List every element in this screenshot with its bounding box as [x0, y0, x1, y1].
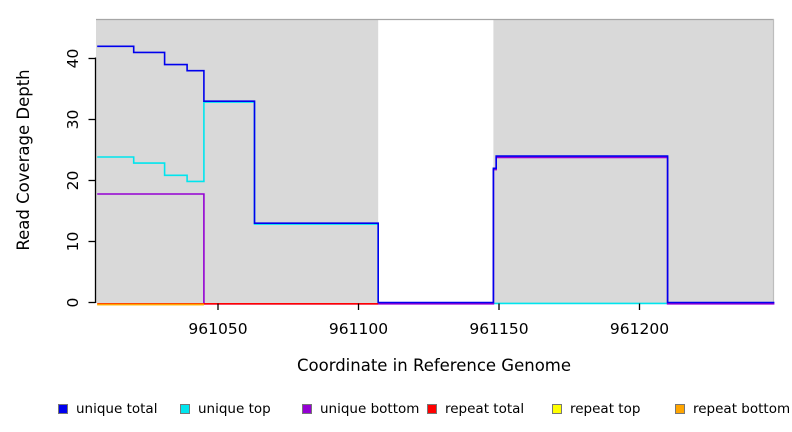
legend-label: unique top — [198, 401, 271, 417]
legend-item-repeat-total: repeat total — [427, 398, 524, 420]
x-tick-label: 961200 — [610, 320, 669, 338]
series-line-unique-total — [97, 45, 775, 304]
legend-swatch-repeat-total — [427, 404, 437, 414]
legend: unique total unique top unique bottom repea… — [0, 398, 792, 424]
y-tick-label: 30 — [64, 110, 82, 130]
y-tick-label: 40 — [64, 49, 82, 69]
x-tick-label: 961150 — [469, 320, 528, 338]
legend-swatch-unique-top — [180, 404, 190, 414]
legend-label: unique total — [76, 401, 158, 417]
x-tick-label: 961050 — [188, 320, 247, 338]
legend-item-unique-total: unique total — [58, 398, 157, 420]
legend-swatch-unique-bottom — [302, 404, 312, 414]
y-tick-label: 0 — [64, 298, 82, 308]
legend-swatch-repeat-top — [552, 404, 562, 414]
y-axis-title: Read Coverage Depth — [14, 69, 33, 250]
legend-swatch-unique-total — [58, 404, 68, 414]
legend-item-repeat-top: repeat top — [552, 398, 640, 420]
legend-label: repeat total — [445, 401, 525, 417]
uncovered-region — [378, 19, 494, 303]
x-tick-label: 961100 — [329, 320, 388, 338]
x-axis-title: Coordinate in Reference Genome — [297, 356, 571, 375]
legend-label: unique bottom — [320, 401, 420, 417]
series-line-unique-top — [97, 101, 668, 305]
legend-item-unique-bottom: unique bottom — [302, 398, 419, 420]
legend-swatch-repeat-bottom — [675, 404, 685, 414]
y-tick-label: 10 — [64, 232, 82, 252]
legend-item-unique-top: unique top — [180, 398, 271, 420]
legend-item-repeat-bottom: repeat bottom — [675, 398, 790, 420]
legend-label: repeat bottom — [693, 401, 791, 417]
y-tick-label: 20 — [64, 171, 82, 191]
legend-label: repeat top — [570, 401, 641, 417]
